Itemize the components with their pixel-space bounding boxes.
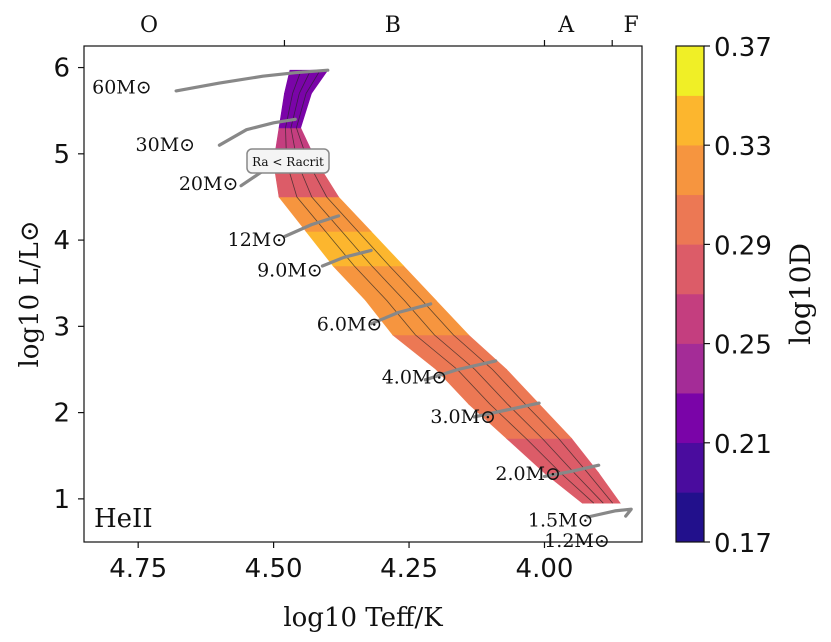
band-segment (278, 196, 372, 232)
x-tick-label: 4.75 (109, 554, 167, 584)
instability-band (273, 69, 621, 504)
track-line (217, 117, 297, 147)
contour-line (295, 69, 614, 504)
track-label: 9.0M⊙ (257, 259, 323, 281)
colorbar-segment (675, 392, 705, 444)
track-line (542, 463, 601, 478)
spectral-class-label: A (557, 13, 575, 38)
track-label: 1.2M⊙ (544, 530, 610, 552)
track-label: 3.0M⊙ (430, 406, 496, 428)
colorbar-frame (675, 45, 705, 543)
colorbar-label: log10D (784, 243, 817, 345)
track-line (320, 248, 373, 268)
colorbar-segment (675, 95, 705, 146)
plot-frame (83, 45, 643, 543)
track-line (174, 68, 330, 93)
track-label: 30M⊙ (136, 134, 196, 156)
colorbar-segment (675, 442, 705, 493)
track-label: 1.5M⊙ (528, 510, 594, 532)
spectral-class-label: F (624, 13, 639, 38)
track-line (282, 214, 341, 239)
colorbar-segment (675, 45, 705, 96)
track-label: 20M⊙ (179, 173, 239, 195)
track-label: 6.0M⊙ (317, 314, 383, 336)
annotation-text: Ra < Racrit (252, 155, 324, 169)
colorbar-tick-label: 0.17 (714, 529, 772, 559)
x-axis-label: log10 Teff/K (283, 603, 443, 633)
track-labels: 60M⊙ 30M⊙ 20M⊙ 12M⊙ 9.0M⊙ 6.0M⊙ 4.0M⊙ 3.0M⊙ 2.0M… (92, 76, 610, 552)
colorbar-tick-label: 0.21 (714, 430, 772, 460)
track-line (586, 507, 633, 519)
track-label: 60M⊙ (92, 76, 152, 98)
y-axis-label: log10 L/L⊙ (15, 220, 45, 367)
band-segment (332, 265, 437, 301)
contour-line (285, 70, 595, 504)
x-tick-label: 4.50 (245, 554, 303, 584)
x-tick-label: 4.25 (380, 554, 438, 584)
colorbar-segment (675, 144, 705, 196)
x-tick-label: 4.00 (516, 554, 574, 584)
track-line (369, 302, 433, 326)
colorbar-tick-label: 0.29 (714, 231, 772, 261)
y-tick-label: 3 (53, 312, 70, 342)
colorbar: 0.17 0.21 0.25 0.29 0.33 0.37 (675, 33, 772, 559)
spectral-class-label: O (140, 13, 158, 38)
band-segment (391, 334, 508, 370)
track-label: 12M⊙ (228, 229, 288, 251)
colorbar-segment (675, 293, 705, 344)
colorbar-segment (675, 492, 705, 543)
y-tick-label: 4 (53, 226, 70, 256)
evolutionary-tracks (174, 68, 633, 519)
track-label: 2.0M⊙ (495, 463, 561, 485)
band-segment (435, 369, 540, 405)
annotation-box: Ra < Racrit (246, 148, 330, 174)
colorbar-tick-label: 0.37 (714, 33, 772, 63)
track-line (423, 359, 498, 382)
track-line (472, 401, 541, 419)
contour-line (290, 70, 604, 504)
colorbar-segment (675, 194, 705, 245)
y-tick-label: 2 (53, 399, 70, 429)
colorbar-segment (675, 244, 705, 295)
y-tick-label: 5 (53, 140, 70, 170)
track-label: 4.0M⊙ (382, 366, 448, 388)
y-axis-ticks: 1 2 3 4 5 6 (53, 54, 84, 515)
contour-lines (285, 69, 614, 504)
y-tick-label: 1 (53, 485, 70, 515)
colorbar-tick-label: 0.25 (714, 331, 772, 361)
x-axis-ticks: 4.75 4.50 4.25 4.00 (109, 542, 573, 584)
colorbar-segment (675, 343, 705, 394)
spectral-class-label: B (385, 13, 401, 38)
colorbar-tick-label: 0.33 (714, 132, 772, 162)
panel-label: HeII (94, 504, 153, 534)
y-tick-label: 6 (53, 54, 70, 84)
